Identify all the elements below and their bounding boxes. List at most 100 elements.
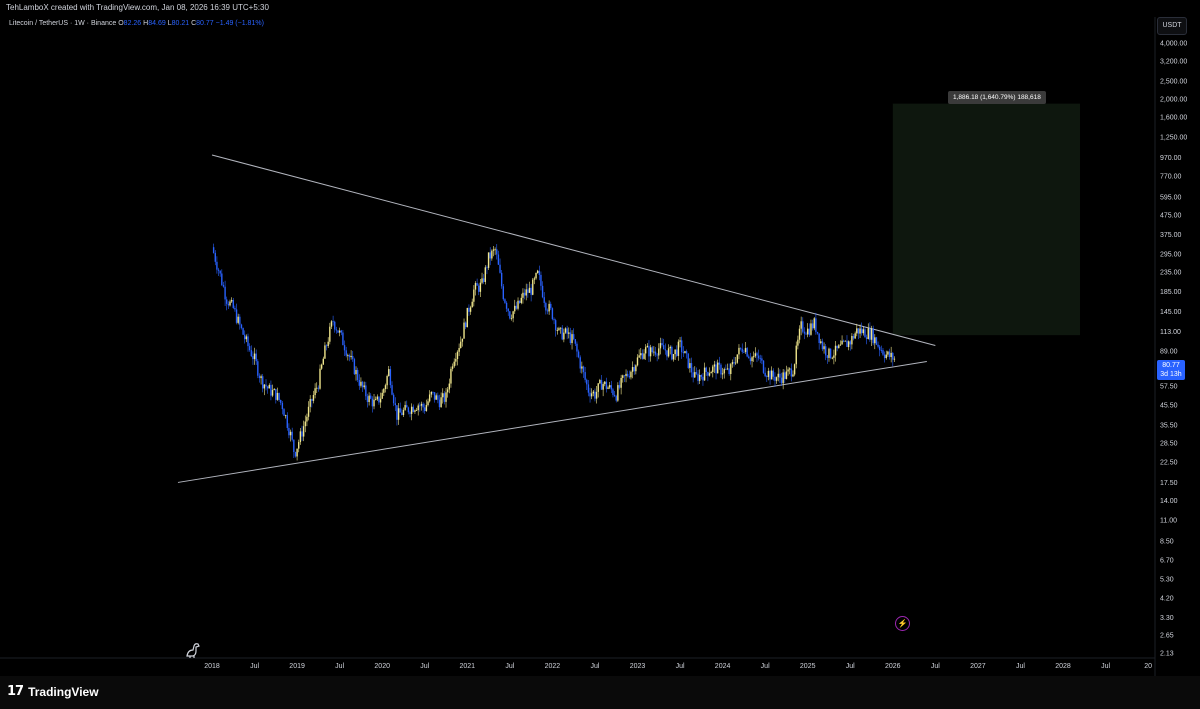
candle-body[interactable] (427, 401, 429, 406)
candle-body[interactable] (214, 252, 216, 262)
candle-body[interactable] (872, 328, 874, 344)
candle-body[interactable] (392, 394, 395, 404)
candle-body[interactable] (527, 289, 529, 293)
candle-body[interactable] (422, 403, 424, 408)
candle-body[interactable] (350, 355, 352, 358)
candle-body[interactable] (703, 367, 706, 381)
candle-body[interactable] (674, 349, 676, 355)
candle-body[interactable] (314, 388, 316, 396)
candle-body[interactable] (803, 331, 806, 334)
candle-body[interactable] (643, 353, 645, 359)
candle-body[interactable] (594, 391, 596, 399)
candle-body[interactable] (230, 300, 233, 302)
candle-body[interactable] (558, 328, 560, 331)
candle-body[interactable] (879, 346, 881, 351)
candle-body[interactable] (478, 285, 480, 292)
candle-body[interactable] (864, 329, 866, 338)
candle-body[interactable] (586, 379, 588, 385)
candle-body[interactable] (329, 326, 331, 342)
candle-body[interactable] (466, 307, 468, 328)
candle-body[interactable] (805, 333, 807, 335)
candle-body[interactable] (489, 252, 491, 259)
candle-body[interactable] (592, 391, 595, 394)
candle-body[interactable] (671, 346, 673, 360)
candle-body[interactable] (651, 347, 653, 353)
candle-body[interactable] (852, 336, 855, 339)
candle-body[interactable] (798, 328, 801, 340)
candle-body[interactable] (468, 307, 470, 312)
candle-body[interactable] (330, 321, 333, 327)
candle-body[interactable] (846, 340, 848, 348)
candle-body[interactable] (448, 383, 450, 390)
candle-body[interactable] (415, 410, 418, 411)
candle-body[interactable] (428, 394, 431, 402)
candle-body[interactable] (373, 399, 375, 407)
candle-body[interactable] (301, 431, 303, 437)
candle-body[interactable] (399, 408, 401, 413)
candle-body[interactable] (865, 337, 868, 339)
candle-body[interactable] (622, 375, 624, 378)
candle-body[interactable] (517, 300, 519, 309)
candle-body[interactable] (764, 372, 766, 377)
candle-body[interactable] (734, 362, 737, 364)
candle-body[interactable] (514, 305, 516, 312)
candle-body[interactable] (874, 337, 876, 344)
candle-body[interactable] (442, 393, 444, 398)
candle-body[interactable] (815, 318, 817, 332)
candle-body[interactable] (402, 409, 405, 416)
price-chart[interactable]: 4,000.00 3,200.00 2,500.00 2,000.00 1,600.00… (0, 0, 1200, 676)
candle-body[interactable] (317, 387, 320, 389)
candle-body[interactable] (229, 301, 231, 306)
candle-body[interactable] (371, 398, 374, 407)
candle-body[interactable] (278, 392, 280, 400)
candle-body[interactable] (484, 267, 487, 282)
trendline-lower[interactable] (177, 360, 927, 483)
candle-body[interactable] (756, 353, 758, 356)
candle-body[interactable] (751, 357, 753, 362)
candle-body[interactable] (893, 358, 896, 360)
candle-body[interactable] (653, 351, 655, 353)
candle-body[interactable] (692, 372, 694, 378)
candle-body[interactable] (412, 406, 414, 412)
candle-body[interactable] (388, 369, 390, 377)
candle-body[interactable] (767, 371, 770, 377)
candle-body[interactable] (548, 303, 550, 312)
candle-body[interactable] (446, 389, 449, 393)
candle-body[interactable] (844, 340, 847, 342)
candle-body[interactable] (831, 357, 833, 359)
candle-body[interactable] (453, 361, 455, 367)
candle-body[interactable] (833, 355, 835, 358)
candle-body[interactable] (590, 393, 593, 397)
candle-body[interactable] (273, 389, 275, 391)
candle-body[interactable] (463, 322, 465, 339)
candle-body[interactable] (775, 377, 778, 381)
candle-body[interactable] (507, 308, 509, 312)
candle-body[interactable] (738, 347, 740, 355)
candle-body[interactable] (636, 357, 639, 366)
candle-body[interactable] (877, 344, 879, 347)
candle-body[interactable] (536, 270, 539, 274)
candle-body[interactable] (496, 249, 498, 255)
candle-body[interactable] (793, 364, 796, 375)
candle-body[interactable] (504, 299, 506, 303)
candle-body[interactable] (607, 387, 609, 389)
candle-body[interactable] (595, 391, 598, 399)
candle-body[interactable] (247, 336, 249, 347)
candle-body[interactable] (283, 409, 285, 416)
candle-body[interactable] (599, 380, 601, 384)
candle-body[interactable] (646, 345, 649, 348)
candle-body[interactable] (417, 405, 419, 411)
candle-body[interactable] (424, 407, 426, 412)
candle-body[interactable] (530, 287, 532, 295)
candle-body[interactable] (687, 353, 689, 368)
candle-body[interactable] (757, 355, 760, 359)
candle-body[interactable] (749, 358, 752, 362)
candle-body[interactable] (535, 273, 537, 279)
candle-body[interactable] (676, 349, 678, 356)
candle-body[interactable] (582, 366, 585, 373)
candle-body[interactable] (335, 329, 338, 331)
candle-body[interactable] (280, 399, 282, 403)
candle-body[interactable] (641, 353, 644, 359)
candle-body[interactable] (640, 353, 642, 356)
candle-body[interactable] (577, 351, 580, 358)
